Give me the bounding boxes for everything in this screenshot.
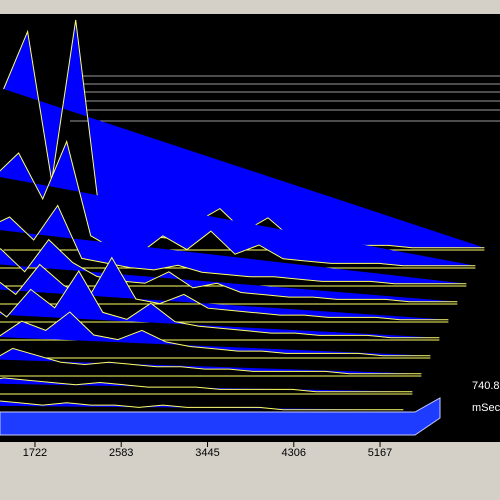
trace [0, 377, 413, 393]
trace [0, 139, 476, 267]
trace [0, 256, 449, 321]
trace [0, 400, 404, 411]
back-wall-grid [70, 75, 500, 122]
x-axis: 1722 2583 3445 4306 5167 [23, 442, 392, 459]
x-tick-label: 2583 [109, 447, 133, 459]
x-tick-label: 5167 [368, 447, 392, 459]
trace [0, 347, 422, 375]
x-tick-label: 3445 [195, 447, 219, 459]
trace [0, 270, 440, 339]
traces [0, 19, 485, 413]
z-axis-label: 740.8 [472, 380, 500, 392]
x-tick-label: 4306 [282, 447, 306, 459]
trace [0, 204, 467, 285]
z-axis-unit: mSec [472, 402, 500, 414]
x-tick-label: 1722 [23, 447, 47, 459]
trace [0, 311, 431, 357]
trace [0, 238, 458, 303]
base-plate [0, 397, 441, 436]
